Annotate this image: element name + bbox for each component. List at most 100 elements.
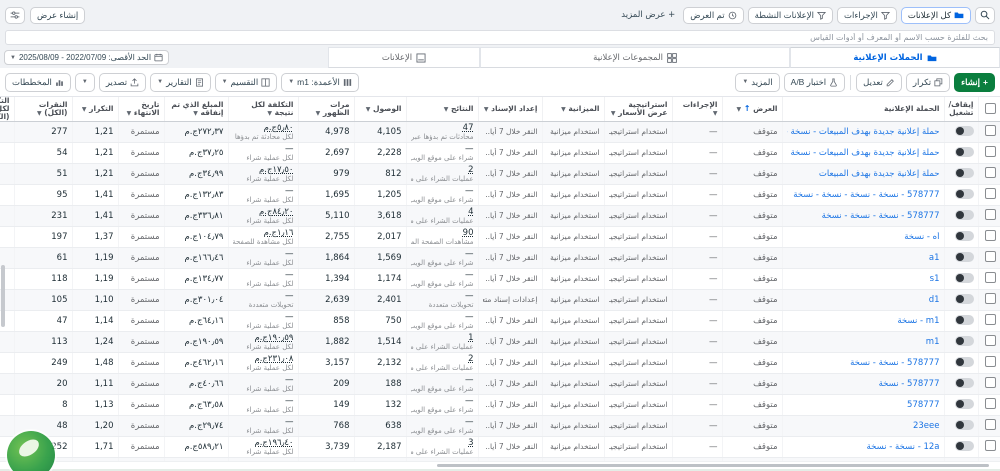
tab-ad-sets[interactable]: المجموعات الإعلانية (480, 47, 790, 68)
edit-button[interactable]: تعديل (856, 72, 902, 92)
campaign-toggle[interactable] (954, 252, 974, 262)
col-clicks-all[interactable]: النقرات (الكل) ▼ (13, 97, 72, 122)
row-checkbox[interactable] (985, 440, 996, 451)
create-view-button[interactable]: إنشاء عرض (30, 6, 86, 24)
col-results[interactable]: النتائج ▼ (405, 97, 478, 122)
col-delivery[interactable]: العرض ↑ ▼ (721, 97, 782, 122)
row-checkbox[interactable] (985, 209, 996, 220)
attribution-value: النقر خلال 7 أيا.. (485, 211, 538, 220)
campaign-name-link[interactable]: حملة إعلانية جديدة بهدف المبيعات - نسخة (790, 148, 940, 158)
campaign-toggle[interactable] (954, 378, 974, 388)
col-frequency[interactable]: التكرار ▼ (71, 97, 118, 122)
col-actions[interactable]: الإجراءات ▼ (671, 97, 722, 122)
row-checkbox[interactable] (985, 230, 996, 241)
row-checkbox[interactable] (985, 125, 996, 136)
filter-all-ads[interactable]: كل الإعلانات (900, 6, 971, 24)
campaign-name-link[interactable]: 12a - نسخة - نسخة (866, 442, 940, 452)
date-range-picker[interactable]: الحد الأقصى: 2022/07/09 - 2025/08/09 ▼ (4, 50, 170, 65)
campaign-toggle[interactable] (954, 399, 974, 409)
reports-button[interactable]: التقارير ▼ (150, 72, 211, 92)
campaign-toggle[interactable] (954, 189, 974, 199)
campaign-name-link[interactable]: d1 (928, 295, 940, 305)
level-tabs: الحملات الإعلانية المجموعات الإعلانية ال… (0, 47, 1000, 68)
campaign-name-link[interactable]: أه - نسخة (904, 232, 940, 242)
more-button[interactable]: المزيد ▼ (735, 72, 780, 92)
search-input[interactable] (5, 30, 995, 45)
row-checkbox[interactable] (985, 419, 996, 430)
campaign-name-link[interactable]: 578777 - نسخة - نسخة - نسخة (821, 211, 940, 221)
ab-test-button[interactable]: اختبار A/B (783, 72, 846, 92)
show-more-filters[interactable]: + عرض المزيد (617, 10, 679, 20)
campaign-name-link[interactable]: حملة إعلانية جديدة بهدف المبيعات - نسخة … (787, 127, 940, 137)
view-settings-button[interactable] (5, 6, 25, 24)
campaign-toggle[interactable] (954, 147, 974, 157)
campaign-toggle[interactable] (954, 231, 974, 241)
col-bid-strategy[interactable]: استراتيجية عرض الأسعار ▼ (603, 97, 672, 122)
row-toggle-cell (943, 142, 978, 164)
charts-button[interactable]: المخططات (5, 72, 71, 92)
cost-per-result-label: لكل محادثة تم بدؤها عبـ.. (233, 133, 294, 141)
campaign-name-link[interactable]: 578777 (907, 400, 940, 410)
campaign-name-link[interactable]: 578777 - نسخة - نسخة (850, 358, 940, 368)
row-checkbox[interactable] (985, 356, 996, 367)
create-button[interactable]: + إنشاء (954, 72, 995, 92)
vertical-scrollbar[interactable] (1, 265, 5, 327)
campaign-name-link[interactable]: 578777 - نسخة - نسخة - نسخة - نسخة (793, 190, 940, 200)
campaign-toggle[interactable] (954, 357, 974, 367)
duplicate-button[interactable]: تكرار (905, 72, 951, 92)
row-checkbox[interactable] (985, 251, 996, 262)
export-options-button[interactable]: ▼ (74, 72, 95, 92)
campaign-name-link[interactable]: s1 (929, 274, 940, 284)
frequency-value: 1,10 (94, 295, 114, 305)
campaign-toggle[interactable] (954, 210, 974, 220)
campaign-name-link[interactable]: m1 (925, 337, 940, 347)
horizontal-scrollbar-track (0, 461, 1000, 469)
campaign-name-link[interactable]: 23eee (912, 421, 940, 431)
amount-spent-value: ٣٤٫٩٩ج.م (189, 169, 224, 179)
impressions-value: 858 (333, 316, 350, 326)
campaign-toggle[interactable] (954, 294, 974, 304)
horizontal-scrollbar[interactable] (437, 464, 989, 467)
export-label: تصدير (105, 76, 128, 87)
row-checkbox[interactable] (985, 377, 996, 388)
col-amount-spent[interactable]: المبلغ الذي تم إنفاقه ▼ (163, 97, 228, 122)
export-button[interactable]: تصدير (98, 72, 147, 92)
row-checkbox[interactable] (985, 188, 996, 199)
campaign-toggle[interactable] (954, 336, 974, 346)
col-end-date[interactable]: تاريخ الانتهاء ▼ (117, 97, 164, 122)
filter-had-delivery[interactable]: تم العرض (683, 6, 744, 24)
row-checkbox[interactable] (985, 146, 996, 157)
campaign-name-link[interactable]: حملة إعلانية جديدة بهدف المبيعات (818, 169, 940, 179)
col-cpc-all[interactable]: التكلفة لكل نقرة (الكل) (0, 97, 14, 122)
row-checkbox[interactable] (985, 272, 996, 283)
table-toolbar: + إنشاء تكرار تعديل اختبار A/B المزيد ▼ … (0, 68, 1000, 97)
row-checkbox[interactable] (985, 293, 996, 304)
campaign-toggle[interactable] (954, 441, 974, 451)
campaign-name-link[interactable]: m1 - نسخة (897, 316, 940, 326)
col-attribution[interactable]: إعداد الإسناد ▼ (477, 97, 542, 122)
filter-actions[interactable]: الإجراءات (836, 6, 897, 24)
campaign-toggle[interactable] (954, 273, 974, 283)
tab-campaigns[interactable]: الحملات الإعلانية (790, 47, 1000, 68)
row-checkbox[interactable] (985, 314, 996, 325)
filter-active-ads[interactable]: الإعلانات النشطة (747, 6, 833, 24)
campaign-toggle[interactable] (954, 126, 974, 136)
breakdown-button[interactable]: التقسيم ▼ (214, 72, 278, 92)
col-budget[interactable]: الميزانية ▼ (541, 97, 604, 122)
col-cost-per-result[interactable]: التكلفة لكل نتيجة ▼ (227, 97, 298, 122)
campaign-toggle[interactable] (954, 420, 974, 430)
campaign-toggle[interactable] (954, 168, 974, 178)
col-reach[interactable]: الوصول ▼ (353, 97, 406, 122)
row-checkbox[interactable] (985, 398, 996, 409)
campaign-name-link[interactable]: a1 (928, 253, 940, 263)
search-button[interactable] (975, 6, 995, 24)
row-checkbox[interactable] (985, 335, 996, 346)
row-checkbox[interactable] (985, 167, 996, 178)
col-campaign-name[interactable]: الحملة الإعلانية (781, 97, 944, 122)
tab-ads[interactable]: الإعلانات (328, 47, 480, 68)
select-all-checkbox[interactable] (985, 102, 996, 114)
campaign-name-link[interactable]: 578777 - نسخة (878, 379, 940, 389)
col-impressions[interactable]: مرات الظهور ▼ (297, 97, 354, 122)
columns-button[interactable]: الأعمدة: m1 ▼ (281, 72, 359, 92)
campaign-toggle[interactable] (954, 315, 974, 325)
